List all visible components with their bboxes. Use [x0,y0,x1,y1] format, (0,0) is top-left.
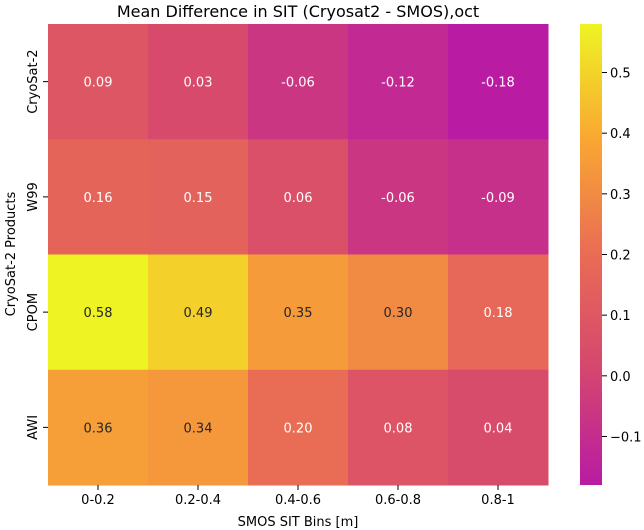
x-tick-label: 0.8-1 [481,493,515,508]
cell-label: 0.34 [184,421,213,436]
heatmap-cell [348,369,449,486]
cell-label: 0.36 [84,421,113,436]
y-tick-label: W99 [26,182,41,211]
x-tick-label: 0-0.2 [81,493,115,508]
heatmap-cell [48,369,149,486]
heatmap-cell [148,254,249,371]
colorbar [580,24,602,485]
heatmap-cell [148,24,249,140]
x-axis-label: SMOS SIT Bins [m] [238,515,359,530]
y-axis-label: CryoSat-2 Products [4,191,19,316]
heatmap-cell [48,254,149,371]
cell-label: 0.30 [384,306,413,321]
cell-label: 0.18 [484,306,513,321]
cell-label: -0.09 [481,191,515,206]
cell-label: 0.04 [484,421,513,436]
colorbar-tick-label: 0.5 [610,67,631,82]
cell-label: -0.18 [481,76,515,91]
x-tick-label: 0.6-0.8 [375,493,421,508]
colorbar-tick-label: 0.4 [610,127,631,142]
cell-label: 0.03 [184,76,213,91]
heatmap-cell [448,139,549,255]
heatmap-cell [248,369,349,486]
heatmap-cell [448,24,549,140]
colorbar-tick-label: 0.3 [610,188,631,203]
heatmap-cell [448,254,549,371]
colorbar-tick-label: 0.0 [610,370,631,385]
heatmap-cell [448,369,549,486]
cell-label: -0.06 [381,191,415,206]
heatmap-cell [348,139,449,255]
cell-label: 0.08 [384,421,413,436]
cell-label: 0.06 [284,191,313,206]
y-tick-label: CryoSat-2 [26,49,41,113]
colorbar-tick-label: 0.1 [610,309,631,324]
colorbar-tick-label: 0.2 [610,249,631,264]
heatmap-cell [248,254,349,371]
cell-label: -0.12 [381,76,415,91]
heatmap-cell [348,254,449,371]
cell-label: 0.20 [284,421,313,436]
heatmap-cell [248,139,349,255]
cell-label: 0.15 [184,191,213,206]
heatmap-cell [148,369,249,486]
colorbar-tick-label: −0.1 [610,430,642,445]
cell-label: -0.06 [281,76,315,91]
heatmap-cell [348,24,449,140]
x-tick-label: 0.2-0.4 [175,493,221,508]
y-tick-label: AWI [26,415,41,440]
cell-label: 0.58 [84,306,113,321]
heatmap-cell [148,139,249,255]
heatmap-cell [48,139,149,255]
cell-label: 0.35 [284,306,313,321]
chart-title: Mean Difference in SIT (Cryosat2 - SMOS)… [117,2,479,21]
heatmap-cell [48,24,149,140]
cell-label: 0.09 [84,76,113,91]
x-tick-label: 0.4-0.6 [275,493,321,508]
y-tick-label: CPOM [26,293,41,331]
cell-label: 0.16 [84,191,113,206]
heatmap-cell [248,24,349,140]
cell-label: 0.49 [184,306,213,321]
